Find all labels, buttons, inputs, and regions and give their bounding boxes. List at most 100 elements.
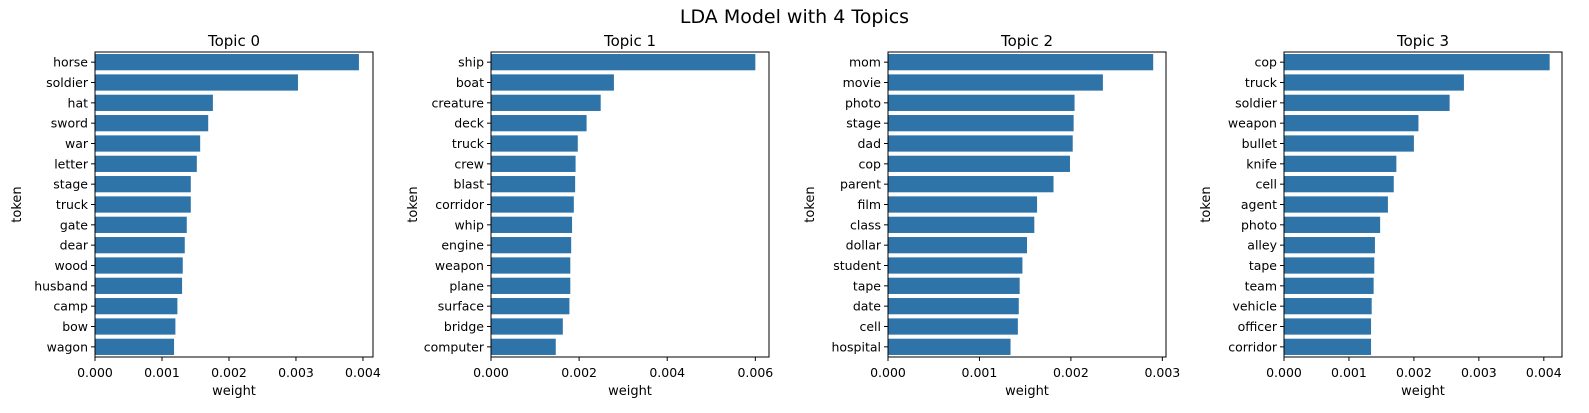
y-tick-label: corridor (435, 197, 485, 212)
panel-title: Topic 2 (1000, 32, 1053, 50)
y-tick-label: vehicle (1232, 299, 1277, 314)
x-axis-label: weight (608, 384, 652, 399)
x-tick-label: 0.004 (649, 365, 685, 380)
y-axis-label: token (1199, 186, 1214, 222)
bar-boat (491, 74, 614, 91)
y-tick-label: surface (438, 299, 485, 314)
bar-knife (1284, 155, 1397, 172)
x-tick-label: 0.006 (737, 365, 773, 380)
y-tick-label: tape (1249, 258, 1277, 273)
bar-ship (491, 54, 756, 71)
bar-dad (888, 135, 1073, 152)
x-tick-label: 0.001 (1331, 365, 1367, 380)
bar-alley (1284, 237, 1375, 254)
x-tick-label: 0.004 (345, 365, 381, 380)
bar-corridor (1284, 338, 1372, 355)
y-tick-label: stage (846, 116, 881, 131)
y-tick-label: gate (60, 217, 88, 232)
y-tick-label: alley (1247, 238, 1277, 253)
figure-title: LDA Model with 4 Topics (679, 6, 910, 28)
y-tick-label: computer (424, 339, 485, 354)
y-tick-label: cop (1255, 55, 1278, 70)
plot-frame (887, 51, 1167, 358)
bar-movie (888, 74, 1103, 91)
y-tick-label: photo (1241, 217, 1277, 232)
bar-team (1284, 277, 1374, 294)
bar-crew (491, 155, 576, 172)
bar-cell (1284, 176, 1394, 193)
bar-mom (888, 54, 1154, 71)
bar-hat (95, 94, 213, 111)
y-tick-label: officer (1238, 319, 1278, 334)
plot-frame (490, 51, 770, 358)
bar-wagon (95, 338, 175, 355)
bar-student (888, 257, 1023, 274)
bar-agent (1284, 196, 1388, 213)
y-tick-label: hat (68, 95, 89, 110)
y-axis-label: token (803, 186, 818, 222)
y-tick-label: whip (454, 217, 484, 232)
x-tick-label: 0.002 (561, 365, 597, 380)
y-tick-label: dear (60, 238, 89, 253)
bar-sword (95, 115, 209, 132)
bar-weapon (491, 257, 571, 274)
y-tick-label: crew (454, 156, 484, 171)
y-tick-label: truck (452, 136, 485, 151)
y-tick-label: bridge (444, 319, 484, 334)
y-tick-label: deck (454, 116, 484, 131)
y-tick-label: bow (62, 319, 88, 334)
bar-plane (491, 277, 571, 294)
y-tick-label: letter (54, 156, 89, 171)
y-tick-label: creature (432, 95, 485, 110)
bar-vehicle (1284, 298, 1372, 315)
panel-title: Topic 1 (603, 32, 656, 50)
bar-whip (491, 216, 573, 233)
y-axis-label: token (10, 186, 25, 222)
plot-frame (1283, 51, 1563, 358)
y-tick-label: corridor (1228, 339, 1278, 354)
y-tick-label: dad (857, 136, 881, 151)
x-tick-label: 0.003 (278, 365, 314, 380)
y-tick-label: camp (53, 299, 88, 314)
bar-cop (1284, 54, 1550, 71)
y-tick-label: photo (845, 95, 881, 110)
bar-date (888, 298, 1019, 315)
x-axis-label: weight (212, 384, 256, 399)
bar-war (95, 135, 201, 152)
bar-cop (888, 155, 1070, 172)
bar-camp (95, 298, 178, 315)
x-tick-label: 0.002 (1396, 365, 1432, 380)
y-tick-label: mom (849, 55, 881, 70)
bar-dollar (888, 237, 1027, 254)
bar-photo (1284, 216, 1381, 233)
bar-blast (491, 176, 576, 193)
bar-soldier (95, 74, 298, 91)
y-tick-label: class (850, 217, 881, 232)
bar-husband (95, 277, 183, 294)
bar-truck (1284, 74, 1464, 91)
y-tick-label: truck (1245, 75, 1278, 90)
y-tick-label: team (1245, 278, 1277, 293)
bar-dear (95, 237, 185, 254)
bar-gate (95, 216, 187, 233)
bar-tape (888, 277, 1020, 294)
y-tick-label: blast (454, 177, 485, 192)
y-tick-label: boat (456, 75, 484, 90)
x-tick-label: 0.004 (1526, 365, 1562, 380)
y-tick-label: tape (853, 278, 881, 293)
bar-class (888, 216, 1035, 233)
bar-bow (95, 318, 176, 335)
bar-parent (888, 176, 1054, 193)
y-tick-label: cell (859, 319, 881, 334)
bar-corridor (491, 196, 574, 213)
bar-horse (95, 54, 359, 71)
bar-truck (95, 196, 191, 213)
bar-bullet (1284, 135, 1414, 152)
bar-tape (1284, 257, 1375, 274)
bar-deck (491, 115, 587, 132)
x-axis-label: weight (1005, 384, 1049, 399)
y-tick-label: truck (56, 197, 89, 212)
x-tick-label: 0.002 (1053, 365, 1089, 380)
y-tick-label: bullet (1242, 136, 1277, 151)
bar-stage (888, 115, 1074, 132)
